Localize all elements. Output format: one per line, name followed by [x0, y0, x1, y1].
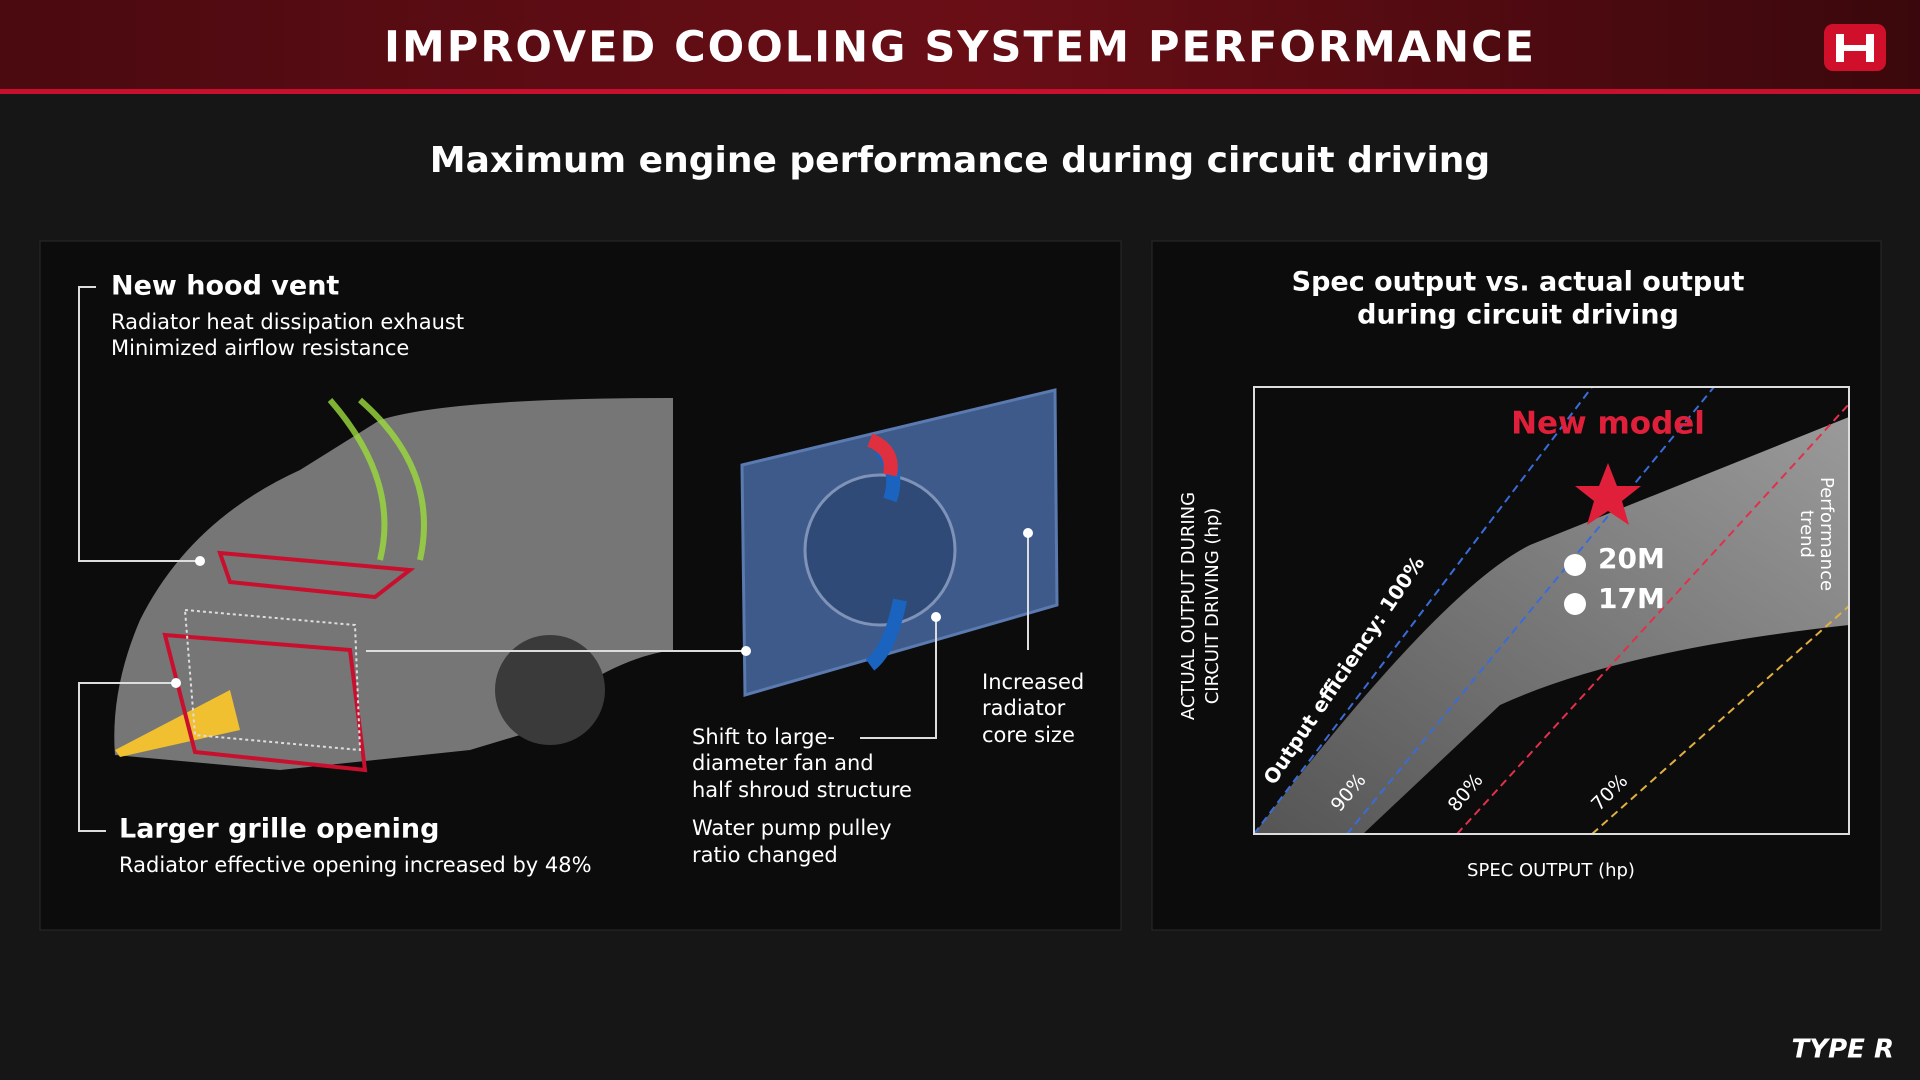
radiator-illustration [740, 388, 1059, 697]
y-axis-label: CIRCUIT DRIVING (hp) [1202, 508, 1223, 705]
trend-label: Performance [1816, 477, 1837, 591]
fan-text: Shift to large- [692, 725, 835, 749]
header-rule [0, 89, 1920, 94]
callout-dots [171, 528, 1033, 688]
fan-text: half shroud structure [692, 778, 912, 802]
callout-lines [78, 286, 1029, 832]
pump-text: Water pump pulley [692, 816, 892, 840]
car-illustration [114, 397, 674, 773]
radiator-text: radiator [982, 696, 1066, 720]
honda-logo [1824, 24, 1886, 71]
hood-vent-title: New hood vent [111, 271, 339, 302]
radiator-text: Increased [982, 670, 1084, 694]
x-axis-label: SPEC OUTPUT (hp) [1467, 860, 1635, 881]
chart-title: during circuit driving [1357, 300, 1679, 331]
point-label: 20M [1598, 542, 1665, 575]
plot [1254, 387, 1849, 834]
radiator-text: core size [982, 723, 1075, 747]
hood-vent-text: Radiator heat dissipation exhaust [111, 310, 464, 334]
plot-frame [1253, 386, 1850, 835]
grille-title: Larger grille opening [119, 814, 439, 845]
header-bar [0, 0, 1920, 92]
chart-title: Spec output vs. actual output [1292, 267, 1745, 298]
y-axis-label: ACTUAL OUTPUT DURING [1178, 492, 1199, 720]
new-model-star [1575, 463, 1641, 525]
point-17m [1564, 593, 1586, 615]
new-model-label: New model [1511, 406, 1705, 442]
pump-text: ratio changed [692, 843, 838, 867]
point-20m [1564, 554, 1586, 576]
type-r-logo: TYPE R [1792, 1035, 1894, 1065]
trend-label: trend [1796, 510, 1817, 558]
fan-text: diameter fan and [692, 751, 874, 775]
hood-vent-text: Minimized airflow resistance [111, 336, 409, 360]
point-label: 17M [1598, 582, 1665, 615]
header-title: IMPROVED COOLING SYSTEM PERFORMANCE [384, 23, 1536, 73]
subtitle: Maximum engine performance during circui… [430, 140, 1490, 181]
grille-text: Radiator effective opening increased by … [119, 853, 592, 877]
